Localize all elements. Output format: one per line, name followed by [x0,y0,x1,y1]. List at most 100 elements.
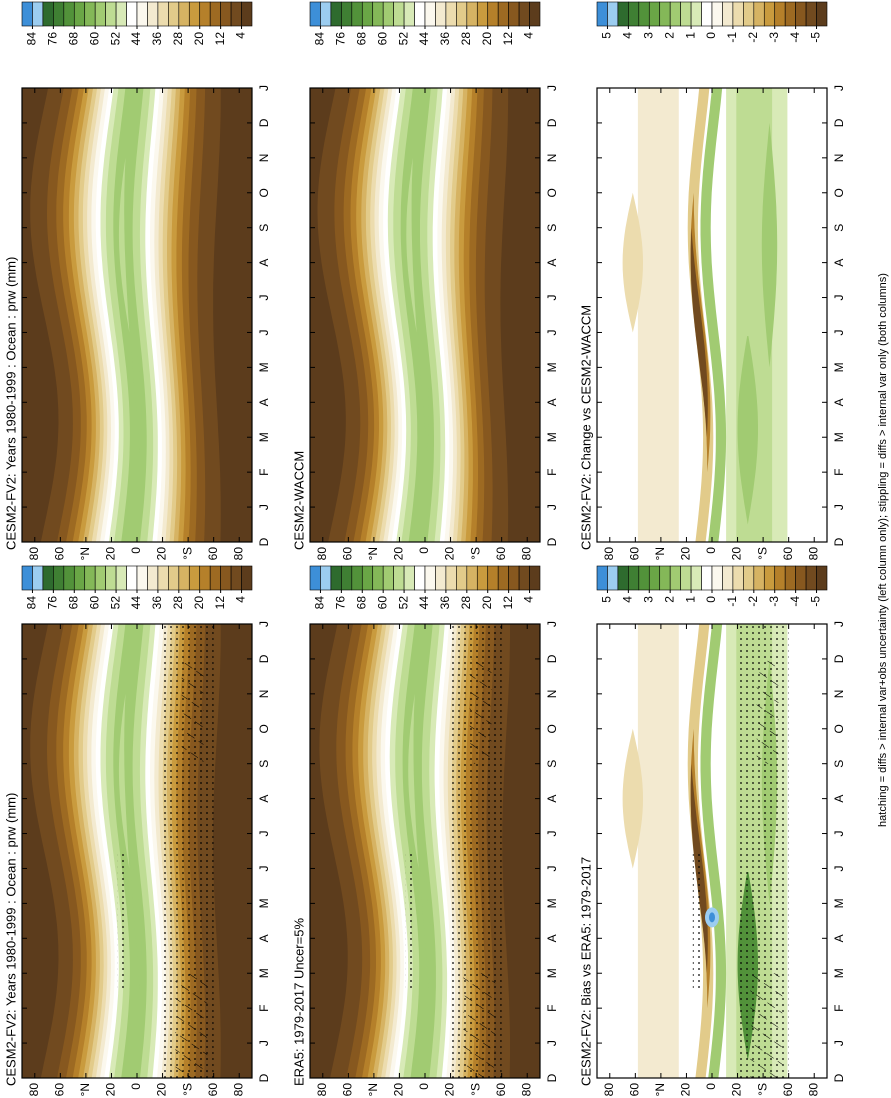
colorbar-box [403,1,415,27]
y-tick-label: 80 [519,1083,533,1097]
colorbar-label: 36 [150,32,164,46]
y-tick-label: °S [180,1083,194,1096]
x-tick-label: F [545,1004,559,1011]
x-tick-label: S [257,760,271,768]
colorbar-box [508,565,520,591]
colorbar-label: -2 [746,32,760,43]
colorbar-box [497,565,509,591]
colorbar-label: 68 [354,596,368,610]
colorbar-box [157,1,169,27]
x-tick-label: D [545,537,559,546]
colorbar-label: 2 [662,596,676,603]
x-tick-label: J [832,621,846,627]
x-tick-label: S [545,760,559,768]
colorbar-box [94,1,106,27]
colorbar-label: 68 [66,32,80,46]
y-tick-label: 60 [494,547,508,561]
colorbar-box [743,565,755,591]
y-tick-label: 60 [53,547,67,561]
colorbar-box [63,565,75,591]
colorbar-box [42,1,54,27]
x-tick-label: J [545,295,559,301]
contour-band [406,157,417,333]
colorbar-label: 68 [66,596,80,610]
colorbar-box [21,1,33,27]
colorbar-box [805,565,817,591]
x-tick-label: J [257,504,271,510]
x-tick-label: S [257,224,271,232]
colorbar-box [466,1,478,27]
y-tick-label: 20 [104,547,118,561]
colorbar-box [753,1,765,27]
x-tick-label: J [257,621,271,627]
x-tick-label: O [832,188,846,197]
colorbar-label: 44 [129,596,143,610]
colorbar-box [361,565,374,591]
y-tick-label: 60 [781,1083,795,1097]
colorbar-box [445,565,457,591]
colorbar-label: 84 [25,596,39,610]
y-tick-label: °N [78,1083,92,1096]
colorbar-box [309,565,321,591]
colorbar-box [105,1,117,27]
colorbar-box [628,565,640,591]
colorbar-box [701,1,713,27]
y-tick-label: 60 [494,1083,508,1097]
x-tick-label: O [545,188,559,197]
y-tick-label: 0 [129,547,143,554]
x-tick-label: J [832,504,846,510]
colorbar-label: -5 [809,32,823,43]
contour-band [700,88,727,542]
colorbar-box [53,1,65,27]
colorbar-box [199,565,211,591]
colorbar-label: 28 [171,596,185,610]
x-tick-label: J [545,865,559,871]
y-tick-label: 80 [27,547,41,561]
colorbar-label: 44 [417,596,431,610]
y-tick-label: 20 [104,1083,118,1097]
colorbar-label: 52 [396,596,410,610]
hatching [181,658,204,764]
contour-band [118,693,130,869]
panel-title: ERA5: 1979-2017 Uncer=5% [291,918,306,1086]
y-tick-label: 60 [206,547,220,561]
colorbar-box [147,1,159,27]
x-tick-label: D [257,1073,271,1082]
x-tick-label: M [257,362,271,372]
colorbar-box [320,565,332,591]
y-tick-label: 80 [231,547,245,561]
colorbar-box [690,565,702,591]
x-tick-label: F [257,1004,271,1011]
colorbar-box [816,565,828,591]
y-tick-label: 60 [628,1083,642,1097]
colorbar-box [784,1,796,27]
colorbar-box [126,1,138,27]
colorbar-label: 1 [683,32,697,39]
x-tick-label: J [257,329,271,335]
panel-title: CESM2-FV2: Bias vs ERA5: 1979-2017 [578,857,593,1086]
stippling [117,851,127,991]
colorbar-label: 12 [213,32,227,46]
x-tick-label: A [545,398,559,406]
colorbar-box [669,565,681,591]
contour-band [700,624,727,1078]
x-tick-label: J [257,865,271,871]
x-tick-label: D [257,537,271,546]
y-tick-label: 80 [602,1083,616,1097]
colorbar-box [435,1,447,27]
colorbar-box [596,1,608,27]
colorbar-box [382,565,394,591]
colorbar-box [617,565,629,591]
x-tick-label: A [832,795,846,803]
x-tick-label: J [545,1040,559,1046]
colorbar-box [330,565,342,591]
x-tick-label: M [832,898,846,908]
contour-field [597,624,827,1078]
x-tick-label: M [545,898,559,908]
x-tick-label: N [832,690,846,699]
y-tick-label: 80 [27,1083,41,1097]
x-tick-label: D [545,1073,559,1082]
colorbar-box [680,565,692,591]
x-tick-label: J [257,295,271,301]
colorbar-label: 20 [480,596,494,610]
